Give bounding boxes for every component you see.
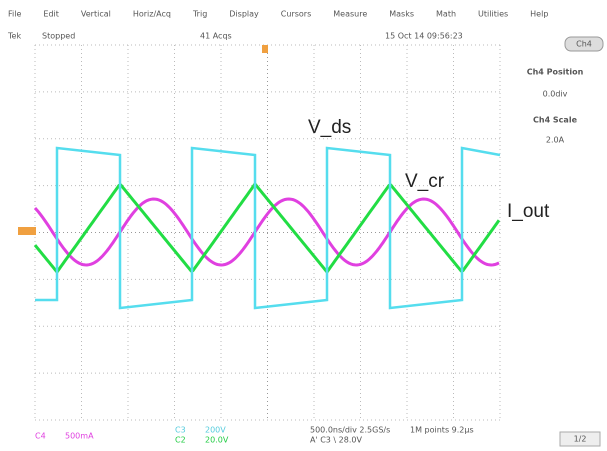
ch2-scale: 20.0V (205, 436, 229, 445)
brand: Tek (7, 32, 21, 41)
ch2-readout: C2 (175, 436, 186, 445)
timebase: 500.0ns/div 2.5GS/s (310, 426, 390, 435)
position-label: Ch4 Position (527, 68, 584, 77)
menu-item[interactable]: Masks (389, 10, 414, 19)
position-value[interactable]: 0.0div (543, 90, 568, 99)
menu-item[interactable]: File (8, 10, 21, 19)
vds-label: V_ds (308, 117, 351, 138)
ch3-readout: C3 (175, 426, 186, 435)
timestamp: 15 Oct 14 09:56:23 (385, 32, 463, 41)
oscilloscope-screen: File Edit Vertical Horiz/Acq Trig Display Curs… (0, 0, 607, 451)
menu-item[interactable]: Utilities (478, 10, 508, 19)
record-length: 1M points 9.2µs (410, 426, 474, 435)
trigger: A' C3 \ 28.0V (310, 436, 362, 445)
page-indicator[interactable]: 1/2 (574, 435, 587, 444)
menu-item[interactable]: Measure (333, 10, 367, 19)
menu-item[interactable]: Vertical (81, 10, 111, 19)
trigger-marker (262, 45, 268, 53)
channel-button-label[interactable]: Ch4 (576, 40, 592, 49)
menu-item[interactable]: Help (530, 10, 548, 19)
scale-value[interactable]: 2.0A (546, 136, 565, 145)
menu-item[interactable]: Display (229, 10, 259, 19)
scale-label: Ch4 Scale (533, 116, 578, 125)
menu-item[interactable]: Edit (43, 10, 59, 19)
acq-count: 41 Acqs (200, 32, 232, 41)
ch3-scale: 200V (205, 426, 226, 435)
vcr-label: V_cr (405, 171, 445, 192)
ch4-readout: C4 (35, 432, 46, 441)
acq-state: Stopped (42, 32, 75, 41)
menu-item[interactable]: Horiz/Acq (133, 10, 171, 19)
menu-item[interactable]: Math (436, 10, 456, 19)
ch4-marker (18, 227, 36, 235)
menu-item[interactable]: Trig (192, 10, 207, 19)
menu-item[interactable]: Cursors (281, 10, 311, 19)
ch4-scale: 500mA (65, 432, 94, 441)
iout-label: I_out (507, 201, 550, 222)
